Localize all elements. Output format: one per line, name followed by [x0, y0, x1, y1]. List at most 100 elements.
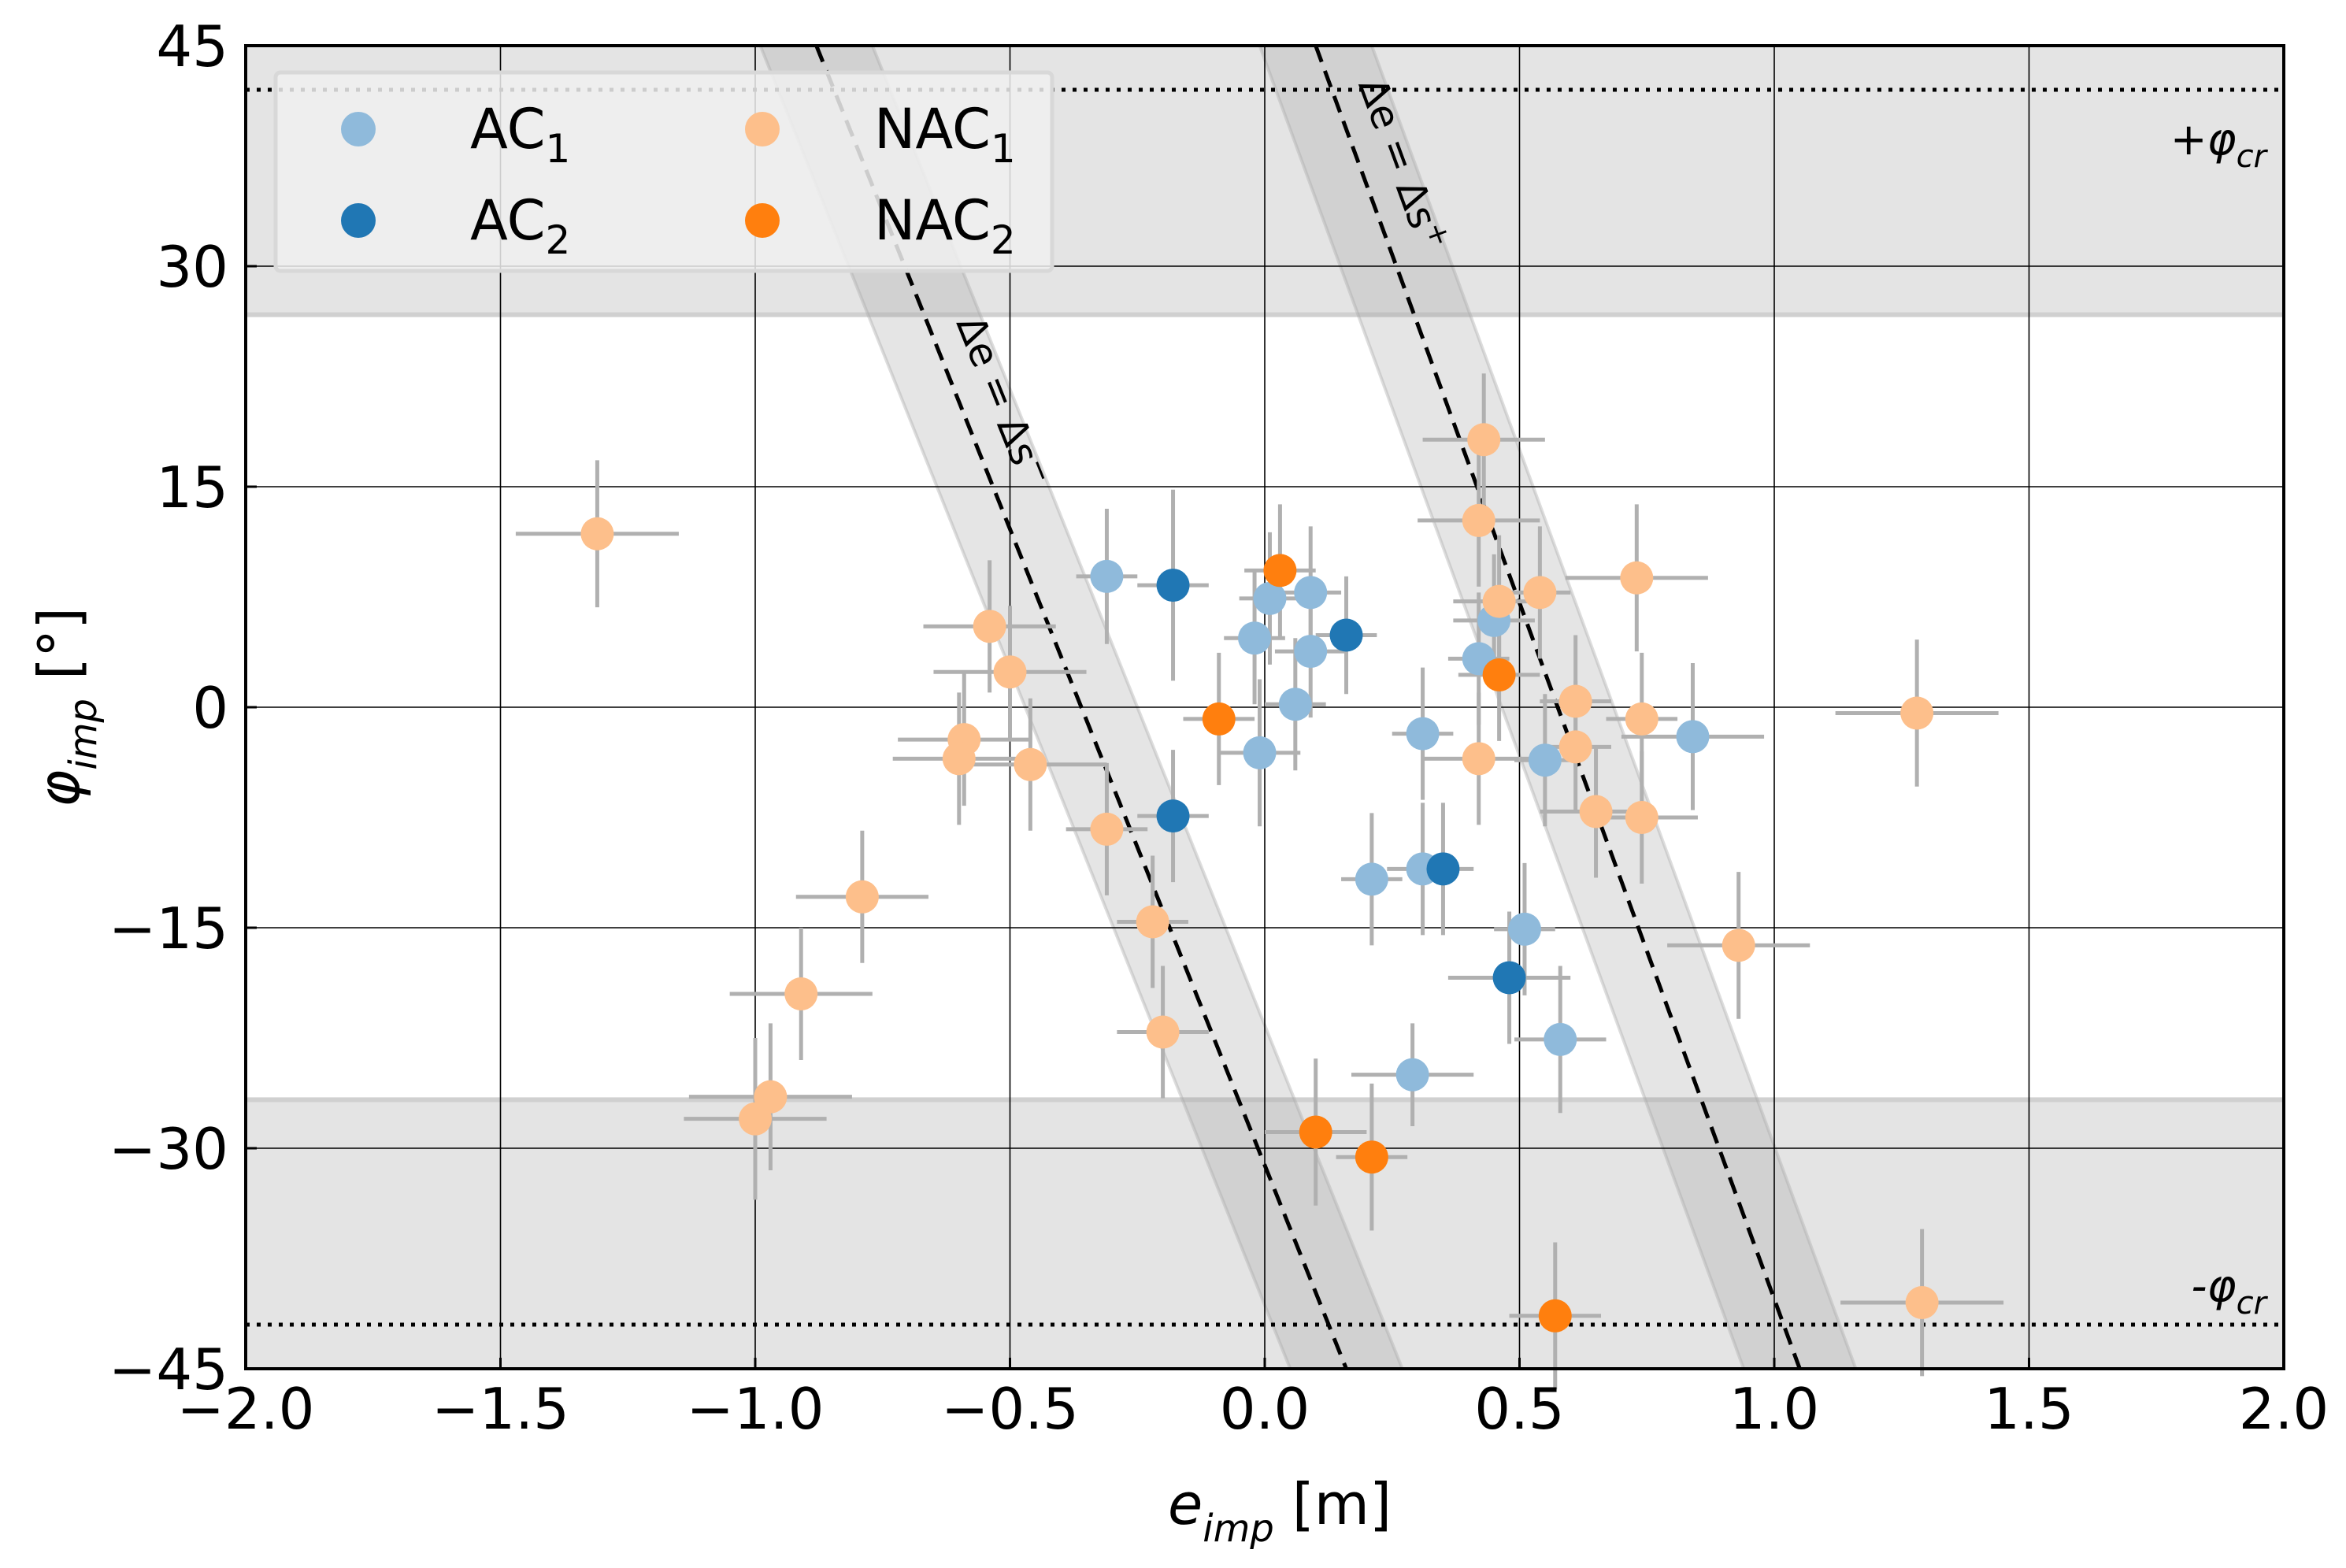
x-tick-label: 0.5: [1474, 1376, 1565, 1442]
y-axis-label: φimp [°]: [26, 607, 106, 807]
critical-label-main: -φ: [2191, 1261, 2236, 1312]
critical-label-main: +φ: [2170, 114, 2237, 165]
nac2-point: [1263, 554, 1297, 588]
x-axis-label-main: e: [1168, 1471, 1203, 1537]
ac1-point: [1544, 1022, 1577, 1056]
x-tick-label: 1.5: [1984, 1376, 2074, 1442]
delta-s-lines: [814, 46, 1802, 1369]
ac1-point: [1090, 559, 1124, 593]
legend-label-sub: 2: [991, 217, 1016, 263]
nac2-point: [1482, 658, 1516, 691]
legend-marker-ac1: [341, 112, 376, 146]
x-tick-label: −0.5: [941, 1376, 1079, 1442]
x-tick-label: −1.5: [432, 1376, 569, 1442]
ac2-point: [1426, 852, 1460, 886]
nac1-point: [1136, 905, 1169, 939]
ac2-point: [1156, 569, 1190, 602]
nac1-point: [1558, 730, 1592, 764]
y-axis-label-main: φ: [26, 770, 92, 808]
ac1-point: [1355, 862, 1388, 896]
y-axis-label-sub: imp: [61, 699, 106, 770]
nac2-point: [1299, 1115, 1332, 1149]
critical-label-sub: cr: [2237, 1285, 2269, 1321]
nac1-point: [1722, 929, 1755, 962]
x-tick-label: 1.0: [1729, 1376, 1820, 1442]
x-axis-ticks: −2.0 −1.5 −1.0 −0.5 0.0 0.5 1.0 1.5 2.0: [177, 1358, 2329, 1442]
legend-label: AC1: [470, 97, 570, 172]
axis-labels: eimp [m]φimp[°]: [26, 607, 1392, 1551]
ac1-point: [1507, 912, 1541, 946]
nac1-point: [1558, 684, 1592, 718]
y-tick-label: 15: [156, 454, 228, 521]
x-axis-label-unit: [m]: [1274, 1471, 1392, 1537]
y-tick-label: −45: [109, 1336, 228, 1403]
critical-angle-labels: +φcr-φcr: [2170, 114, 2269, 1321]
data-points: [580, 423, 1939, 1333]
nac1-point: [1467, 423, 1501, 457]
ac1-point: [1528, 743, 1562, 777]
nac1-point: [1014, 747, 1047, 781]
x-tick-label: −2.0: [177, 1376, 315, 1442]
legend-label-main: AC: [470, 97, 546, 161]
nac1-point: [1900, 696, 1934, 730]
ac1-point: [1278, 688, 1312, 721]
delta-s-minus-line: [814, 46, 1348, 1369]
y-tick-label: 30: [156, 234, 228, 300]
ac2-point: [1329, 618, 1363, 652]
nac2-point: [1538, 1299, 1572, 1333]
legend-label-main: NAC: [874, 97, 991, 161]
nac1-point: [739, 1102, 772, 1136]
nac1-point: [1146, 1015, 1180, 1049]
legend-marker-ac2: [341, 203, 376, 238]
y-tick-label: 0: [192, 675, 228, 741]
nac1-point: [1625, 801, 1659, 834]
nac1-point: [1462, 742, 1495, 776]
legend-label-main: NAC: [874, 188, 991, 253]
ac1-point: [1238, 621, 1272, 655]
nac1-point: [1523, 576, 1557, 610]
nac1-point: [1482, 584, 1516, 618]
critical-angle-lines: [246, 87, 2284, 1327]
x-tick-label: 2.0: [2239, 1376, 2329, 1442]
legend-label: NAC1: [874, 97, 1016, 172]
nac1-point: [993, 655, 1027, 689]
x-axis-label-sub: imp: [1203, 1507, 1274, 1551]
delta-s-plus-line: [1314, 46, 1802, 1369]
legend-label-main: AC: [470, 188, 546, 253]
nac1-point: [1462, 503, 1495, 537]
ac1-point: [1294, 635, 1328, 669]
nac1-point: [845, 880, 879, 914]
nac1-point: [1620, 561, 1654, 595]
legend-marker-nac1: [745, 112, 780, 146]
legend-label-sub: 1: [546, 126, 571, 172]
x-tick-label: 0.0: [1220, 1376, 1310, 1442]
ac2-point: [1492, 961, 1526, 995]
y-tick-label: −30: [109, 1116, 228, 1182]
y-tick-label: −15: [109, 895, 228, 962]
x-tick-label: −1.0: [687, 1376, 825, 1442]
nac1-point: [580, 517, 614, 550]
y-tick-label: 45: [156, 13, 228, 80]
critical-label-lower: -φcr: [2191, 1261, 2268, 1321]
nac2-point: [1202, 702, 1236, 736]
ac1-point: [1243, 736, 1277, 769]
critical-label-sub: cr: [2237, 139, 2269, 175]
ac1-point: [1294, 576, 1328, 610]
nac1-point: [973, 610, 1006, 643]
ac1-point: [1253, 581, 1287, 615]
nac1-point: [1579, 795, 1613, 828]
nac1-point: [784, 977, 818, 1010]
legend-box: [273, 70, 1054, 273]
legend-marker-nac2: [745, 203, 780, 238]
legend-label: NAC2: [874, 188, 1016, 263]
legend-label-sub: 2: [546, 217, 571, 263]
ac1-point: [1395, 1058, 1429, 1092]
nac1-point: [1905, 1286, 1939, 1319]
nac1-point: [1090, 812, 1124, 846]
ac2-point: [1156, 799, 1190, 833]
y-axis-label-unit: [°]: [26, 607, 92, 680]
y-axis-ticks: −45 −30 −15 0 15 30 45: [109, 13, 257, 1403]
critical-label-upper: +φcr: [2170, 114, 2269, 175]
